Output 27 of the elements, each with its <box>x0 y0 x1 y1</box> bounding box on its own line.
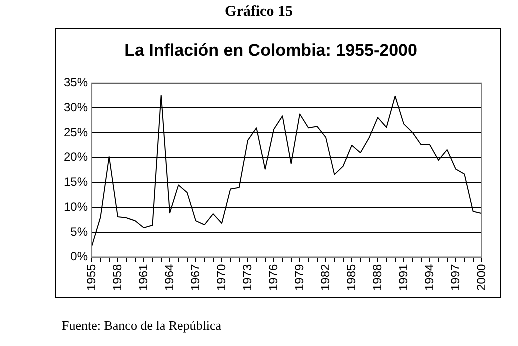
y-tick-label: 15% <box>64 175 88 190</box>
x-tick-label: 1976 <box>266 264 280 292</box>
chart-title: Gráfico 15 <box>224 4 294 21</box>
y-tick-label: 10% <box>64 200 88 214</box>
x-tick-label: 1997 <box>448 264 462 292</box>
source-note: Fuente: Banco de la República <box>62 318 222 334</box>
x-tick-label: 1994 <box>422 264 436 292</box>
x-tick-label: 1967 <box>188 264 202 292</box>
x-tick-label: 1982 <box>318 264 332 292</box>
x-tick-label: 1988 <box>370 264 384 292</box>
x-tick-label: 1955 <box>84 264 98 292</box>
x-tick-label: 1991 <box>396 264 410 292</box>
x-tick-label: 1970 <box>214 264 228 292</box>
y-tick-label: 20% <box>64 150 88 164</box>
y-tick-label: 30% <box>64 100 88 115</box>
x-tick-label: 2000 <box>474 264 488 292</box>
x-tick-label: 1964 <box>162 264 176 292</box>
x-tick-label: 1961 <box>136 264 150 292</box>
y-tick-label: 0% <box>70 250 88 264</box>
y-tick-label: 35% <box>64 76 88 90</box>
y-tick-label: 25% <box>64 125 88 140</box>
x-tick-label: 1979 <box>292 264 306 292</box>
x-tick-label: 1973 <box>240 264 254 292</box>
chart-subtitle: La Inflación en Colombia: 1955-2000 <box>124 40 418 60</box>
y-tick-label: 5% <box>70 224 88 239</box>
x-tick-label: 1985 <box>344 264 358 292</box>
x-tick-label: 1958 <box>110 264 124 292</box>
